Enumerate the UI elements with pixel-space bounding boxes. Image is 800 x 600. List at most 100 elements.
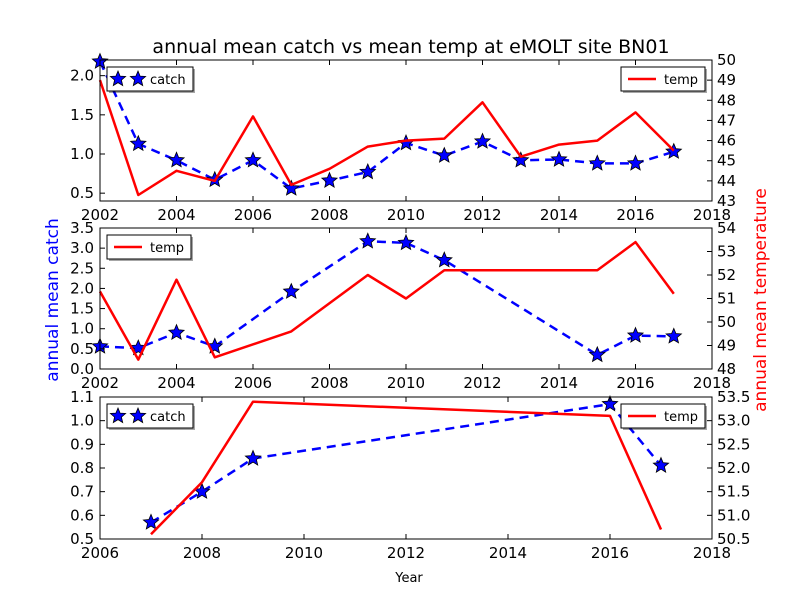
y2-tick-label: 52 — [717, 266, 736, 284]
y2-tick-label: 45 — [717, 152, 736, 170]
y2-tick-label: 50 — [717, 51, 736, 69]
y-tick-label: 1.1 — [70, 388, 94, 406]
y-tick-label: 2.0 — [70, 279, 94, 297]
y2-tick-label: 51.5 — [717, 483, 750, 501]
data-point-catch — [244, 151, 262, 168]
series-line-temp — [98, 79, 675, 197]
y-tick-label: 0.6 — [70, 506, 94, 524]
y-axis-label-left: annual mean catch — [43, 218, 63, 381]
data-point-catch — [142, 513, 160, 530]
y-tick-label: 1.0 — [70, 412, 94, 430]
y-tick-label: 0.5 — [70, 184, 94, 202]
y2-tick-label: 52.5 — [717, 435, 750, 453]
x-tick-label: 2010 — [387, 206, 425, 224]
y2-tick-label: 51 — [717, 290, 736, 308]
y2-tick-label: 50.5 — [717, 530, 750, 548]
y-tick-label: 3.5 — [70, 219, 94, 237]
data-point-catch — [588, 154, 606, 171]
data-point-catch — [665, 142, 683, 159]
y2-tick-label: 50 — [717, 313, 736, 331]
data-point-catch — [512, 151, 530, 168]
x-tick-label: 2014 — [540, 206, 578, 224]
y-tick-label: 0.8 — [70, 459, 94, 477]
y-tick-label: 2.5 — [70, 259, 94, 277]
y2-tick-label: 54 — [717, 219, 736, 237]
y2-tick-label: 46 — [717, 132, 736, 150]
x-tick-label: 2016 — [616, 374, 654, 392]
x-tick-label: 2014 — [540, 374, 578, 392]
x-tick-label: 2008 — [310, 374, 348, 392]
y-tick-label: 3.0 — [70, 239, 94, 257]
y2-tick-label: 48 — [717, 91, 736, 109]
x-tick-label: 2002 — [81, 374, 119, 392]
x-tick-label: 2018 — [693, 544, 731, 562]
legend-label: temp — [150, 241, 184, 256]
data-point-catch — [320, 171, 339, 188]
y-tick-label: 0.0 — [70, 360, 94, 378]
legend-catch: catch — [106, 403, 195, 430]
y2-tick-label: 49 — [717, 71, 736, 89]
chart-title: annual mean catch vs mean temp at eMOLT … — [152, 36, 669, 58]
x-tick-label: 2010 — [387, 374, 425, 392]
y-tick-label: 2.0 — [70, 67, 94, 85]
x-tick-label: 2004 — [157, 374, 195, 392]
y2-tick-label: 53.5 — [717, 388, 750, 406]
legend-temp: temp — [106, 234, 193, 261]
y2-tick-label: 52.0 — [717, 459, 750, 477]
legend-temp: temp — [620, 66, 707, 93]
y2-tick-label: 53 — [717, 243, 736, 261]
data-point-catch — [167, 151, 186, 168]
x-tick-label: 2012 — [463, 206, 501, 224]
series-line-temp — [150, 400, 663, 536]
x-tick-label: 2016 — [591, 544, 629, 562]
y-tick-label: 1.5 — [70, 300, 94, 318]
data-point-catch — [550, 150, 568, 167]
y-tick-label: 0.9 — [70, 435, 94, 453]
data-point-catch — [665, 327, 683, 344]
x-tick-label: 2004 — [157, 206, 195, 224]
subplot-1: 2002 2004 2006 2008 2010 2012 2014 2016 2018 0.5 1… — [70, 51, 736, 224]
y-axis-label-right: annual mean temperature — [751, 188, 771, 412]
data-point-catch — [244, 449, 262, 466]
data-point-catch — [626, 154, 645, 171]
x-tick-label: 2012 — [463, 374, 501, 392]
x-tick-label: 2010 — [285, 544, 323, 562]
y-tick-label: 0.5 — [70, 340, 94, 358]
x-tick-label: 2014 — [489, 544, 527, 562]
y2-tick-label: 53.0 — [717, 412, 750, 430]
x-tick-label: 2012 — [387, 544, 425, 562]
x-tick-label: 2006 — [234, 206, 272, 224]
y2-tick-label: 44 — [717, 172, 736, 190]
y2-tick-label: 47 — [717, 111, 736, 129]
legend-marker — [109, 406, 127, 424]
data-point-catch — [282, 282, 300, 299]
legend-marker — [109, 69, 127, 87]
data-point-catch — [129, 134, 147, 152]
data-point-catch — [473, 132, 492, 149]
legend-temp: temp — [620, 403, 707, 430]
data-point-catch — [588, 345, 606, 363]
legend-marker — [129, 69, 147, 87]
y-tick-label: 1.0 — [70, 320, 94, 338]
subplots: 2002 2004 2006 2008 2010 2012 2014 2016 2018 0.5 1… — [70, 51, 750, 562]
y2-tick-label: 48 — [717, 360, 736, 378]
y2-tick-label: 51.0 — [717, 506, 750, 524]
legend-label: catch — [150, 410, 186, 425]
x-tick-label: 2002 — [81, 206, 119, 224]
x-tick-label: 2008 — [310, 206, 348, 224]
subplot-2: 2002 2004 2006 2008 2010 2012 2014 2016 2018 0.0 0… — [70, 219, 736, 392]
x-tick-label: 2008 — [183, 544, 221, 562]
data-point-catch — [435, 251, 453, 268]
subplot-3: 2006 2008 2010 2012 2014 2016 2018 0.5 0.6 0.7 0.8… — [70, 388, 750, 562]
legend-label: temp — [664, 410, 698, 425]
y-tick-label: 0.5 — [70, 530, 94, 548]
y-tick-label: 0.7 — [70, 483, 94, 501]
data-point-catch — [359, 232, 377, 249]
data-point-catch — [359, 162, 377, 180]
x-tick-label: 2006 — [81, 544, 119, 562]
y2-tick-label: 43 — [717, 192, 736, 210]
y-tick-label: 1.5 — [70, 106, 94, 124]
x-tick-label: 2018 — [693, 374, 731, 392]
